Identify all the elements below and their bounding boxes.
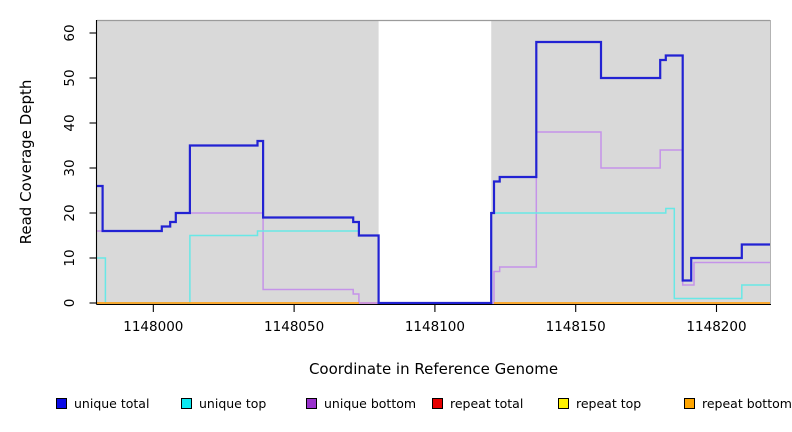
y-tick-label: 60 <box>62 24 78 41</box>
legend-swatch-unique-total <box>56 398 67 409</box>
legend-item-unique-bottom: unique bottom <box>306 396 416 411</box>
x-axis-title: Coordinate in Reference Genome <box>308 360 559 378</box>
y-tick-label: 30 <box>62 159 78 176</box>
y-tick-label: 40 <box>62 114 78 131</box>
x-tick-label: 1148200 <box>686 319 746 335</box>
legend-swatch-repeat-bottom <box>684 398 695 409</box>
y-tick-label: 20 <box>62 204 78 221</box>
legend-label: unique total <box>74 396 150 411</box>
legend-label: unique bottom <box>324 396 417 411</box>
series-line-unique-total <box>97 40 770 305</box>
legend-item-unique-top: unique top <box>181 396 266 411</box>
legend-item-repeat-bottom: repeat bottom <box>684 396 792 411</box>
legend-label: repeat total <box>450 396 524 411</box>
legend-label: unique top <box>199 396 267 411</box>
y-tick-label: 50 <box>62 69 78 86</box>
x-tick-label: 1148150 <box>546 319 606 335</box>
legend-item-unique-total: unique total <box>56 396 149 411</box>
mask-band <box>378 19 492 304</box>
legend-swatch-repeat-top <box>558 398 569 409</box>
legend-label: repeat top <box>576 396 642 411</box>
legend-item-repeat-total: repeat total <box>432 396 523 411</box>
legend-swatch-repeat-total <box>432 398 443 409</box>
x-tick-label: 1148000 <box>123 319 183 335</box>
x-tick-label: 1148100 <box>405 319 465 335</box>
x-tick-label: 1148050 <box>264 319 324 335</box>
legend-swatch-unique-top <box>181 398 192 409</box>
y-tick-label: 10 <box>62 249 78 266</box>
legend-swatch-unique-bottom <box>306 398 317 409</box>
legend-item-repeat-top: repeat top <box>558 396 641 411</box>
y-axis-title: Read Coverage Depth <box>17 79 35 245</box>
legend-label: repeat bottom <box>702 396 792 411</box>
y-tick-label: 0 <box>62 299 78 308</box>
